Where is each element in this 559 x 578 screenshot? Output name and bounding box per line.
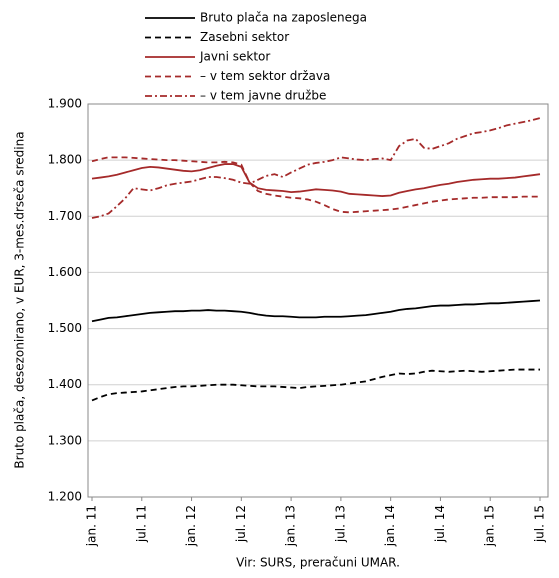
series-line	[91, 368, 540, 402]
y-tick-label: 1.600	[48, 265, 82, 279]
x-tick-label: jan. 12	[184, 505, 198, 547]
x-tick-label: jan. 11	[85, 505, 99, 547]
x-tick-label: jan. 13	[284, 505, 298, 547]
series-line	[91, 117, 541, 219]
series-line	[91, 299, 541, 323]
y-tick-label: 1.300	[48, 433, 82, 447]
series-line	[91, 156, 540, 214]
y-tick-label: 1.200	[48, 490, 82, 504]
x-tick-label: jan. 14	[383, 505, 397, 547]
plot-frame	[87, 103, 549, 498]
y-tick-label: 1.700	[48, 209, 82, 223]
legend-label: – v tem javne družbe	[200, 89, 326, 103]
series-line	[91, 163, 541, 197]
x-tick-label: jan. 15	[483, 505, 497, 547]
x-tick-label: jul. 12	[234, 505, 248, 543]
y-tick-label: 1.500	[48, 321, 82, 335]
x-tick-label: jul. 14	[433, 505, 447, 543]
x-tick-label: jul. 15	[533, 505, 547, 543]
legend-label: – v tem sektor država	[200, 69, 330, 83]
legend-label: Zasebni sektor	[200, 30, 289, 44]
y-tick-label: 1.900	[48, 97, 82, 111]
x-tick-label: jul. 13	[333, 505, 347, 543]
y-tick-label: 1.800	[48, 153, 82, 167]
y-tick-label: 1.400	[48, 377, 82, 391]
y-axis-title: Bruto plača, desezonirano, v EUR, 3-mes.…	[13, 131, 27, 468]
legend-label: Bruto plača na zaposlenega	[200, 11, 367, 25]
source-note: Vir: SURS, preračuni UMAR.	[236, 556, 400, 570]
x-tick-label: jul. 11	[134, 505, 148, 543]
legend-label: Javni sektor	[199, 50, 270, 64]
